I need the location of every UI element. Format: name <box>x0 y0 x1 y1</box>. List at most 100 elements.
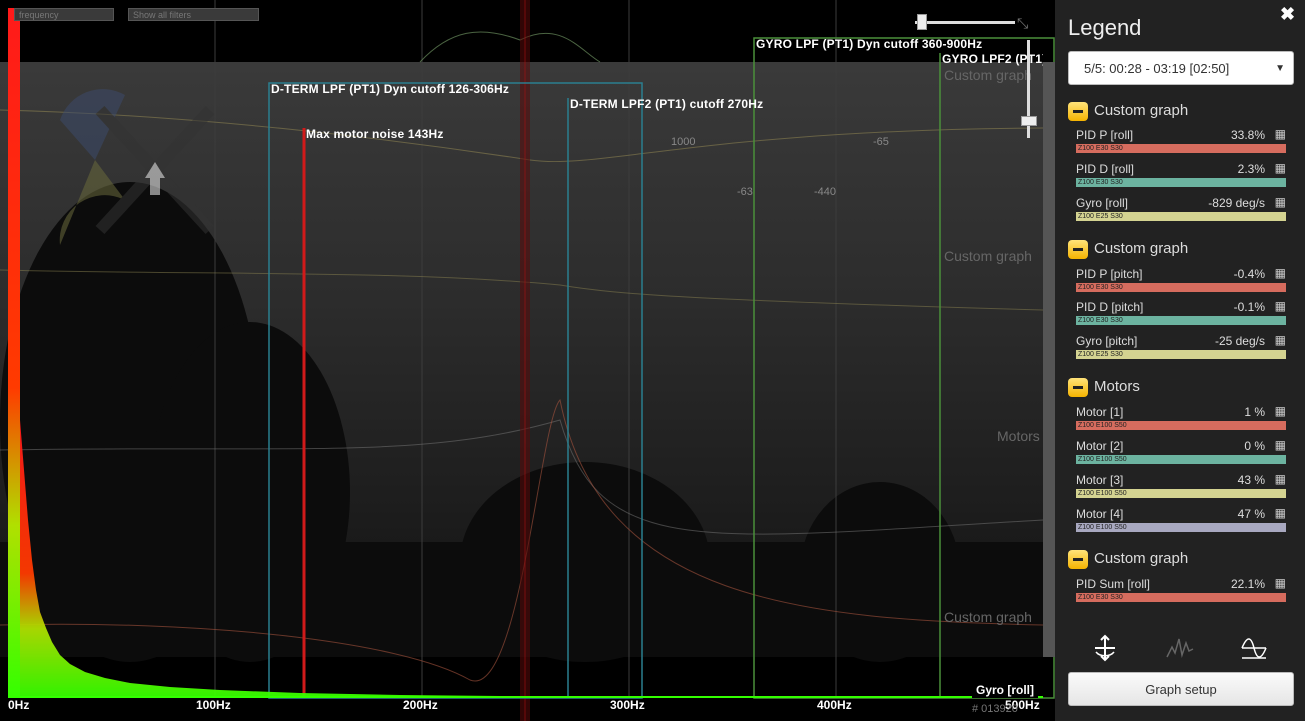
graph-label-motors: Motors <box>997 428 1040 444</box>
graph-label-custom-2: Custom graph <box>944 248 1032 264</box>
legend-field[interactable]: Motor [1] 1 % ▦ Z100 E100 S50 <box>1076 404 1286 435</box>
field-name: Gyro [roll] <box>1076 196 1129 210</box>
vertical-zoom-slider[interactable] <box>1021 40 1037 140</box>
motor-noise-label: Max motor noise 143Hz <box>306 127 444 141</box>
graph-scrollbar[interactable] <box>1043 62 1055 657</box>
field-name: PID D [roll] <box>1076 162 1135 176</box>
field-value: -0.4% <box>1233 267 1265 281</box>
field-scale-bar: Z100 E30 S30 <box>1076 144 1286 153</box>
field-name: Motor [3] <box>1076 473 1124 487</box>
legend-field[interactable]: Motor [3] 43 % ▦ Z100 E100 S50 <box>1076 472 1286 503</box>
analyse-icon[interactable]: ▦ <box>1274 127 1286 141</box>
analyser-toggle-icon[interactable] <box>1165 633 1195 663</box>
analyse-icon[interactable]: ▦ <box>1274 472 1286 486</box>
field-value: 43 % <box>1237 473 1265 487</box>
collapse-button[interactable] <box>1068 550 1088 569</box>
x-axis-label: 500Hz <box>1005 698 1040 712</box>
stick-tick-label: -440 <box>814 186 837 198</box>
legend-field[interactable]: PID D [roll] 2.3% ▦ Z100 E30 S30 <box>1076 161 1286 192</box>
field-scale-bar: Z100 E100 S50 <box>1076 455 1286 464</box>
x-axis-label: 400Hz <box>817 698 852 712</box>
field-name: Motor [4] <box>1076 507 1124 521</box>
zoom-slider[interactable] <box>915 14 1015 30</box>
x-axis-label: 300Hz <box>610 698 645 712</box>
x-axis-label: 0Hz <box>8 698 30 712</box>
graph-label-custom-3: Custom graph <box>944 609 1032 625</box>
legend-field[interactable]: Motor [4] 47 % ▦ Z100 E100 S50 <box>1076 506 1286 537</box>
field-value: 2.3% <box>1237 162 1265 176</box>
analyse-icon[interactable]: ▦ <box>1274 333 1286 347</box>
vertical-zoom-handle[interactable] <box>1021 116 1037 126</box>
zoom-slider-handle[interactable] <box>917 14 927 30</box>
legend-panel: Legend ✖ 5/5: 00:28 - 03:19 [02:50] ▼ Cu… <box>1055 0 1305 721</box>
graph-label-custom-1: Custom graph <box>944 67 1032 83</box>
analyse-icon[interactable]: ▦ <box>1274 438 1286 452</box>
collapse-button[interactable] <box>1068 240 1088 259</box>
field-value: 0 % <box>1244 439 1265 453</box>
field-value: -25 deg/s <box>1214 334 1265 348</box>
spectrum-field-label: Gyro [roll] <box>972 682 1039 698</box>
field-scale-bar: Z100 E30 S30 <box>1076 178 1286 187</box>
collapse-button[interactable] <box>1068 378 1088 397</box>
analyse-icon[interactable]: ▦ <box>1274 195 1286 209</box>
expand-icon[interactable]: ⤡ <box>1017 15 1029 31</box>
field-scale-bar: Z100 E100 S50 <box>1076 421 1286 430</box>
field-scale-bar: Z100 E30 S30 <box>1076 316 1286 325</box>
close-icon[interactable]: ✖ <box>1280 4 1296 24</box>
craft-widget <box>59 89 215 245</box>
log-select[interactable]: 5/5: 00:28 - 03:19 [02:50] ▼ <box>1068 51 1294 85</box>
time-readout: # 013920 <box>972 703 1018 715</box>
legend-field[interactable]: PID Sum [roll] 22.1% ▦ Z100 E30 S30 <box>1076 576 1286 607</box>
field-name: Motor [1] <box>1076 405 1124 419</box>
legend-field[interactable]: Gyro [pitch] -25 deg/s ▦ Z100 E25 S30 <box>1076 333 1286 364</box>
field-name: PID P [roll] <box>1076 128 1134 142</box>
chevron-down-icon: ▼ <box>1275 63 1285 74</box>
x-axis-label: 100Hz <box>196 698 231 712</box>
legend-title: Legend <box>1068 15 1142 40</box>
field-name: Motor [2] <box>1076 439 1124 453</box>
trace-motor <box>0 419 1044 535</box>
field-scale-bar: Z100 E25 S30 <box>1076 212 1286 221</box>
field-name: PID Sum [roll] <box>1076 577 1151 591</box>
trace-pitch <box>0 269 1044 311</box>
frequency-select[interactable]: frequency <box>14 8 114 21</box>
stick-tick-label: -63 <box>737 186 753 198</box>
view-toggle-bar <box>1055 633 1305 663</box>
analyse-icon[interactable]: ▦ <box>1274 266 1286 280</box>
graph-canvas[interactable]: frequency Show all filters D-TERM LPF (P… <box>0 0 1055 721</box>
field-value: 33.8% <box>1230 128 1265 142</box>
group-title: Custom graph <box>1094 240 1189 257</box>
graph-setup-button[interactable]: Graph setup <box>1068 672 1294 706</box>
analyse-icon[interactable]: ▦ <box>1274 161 1286 175</box>
sine-toggle-icon[interactable] <box>1239 633 1269 663</box>
gyro-lpf-label: GYRO LPF (PT1) Dyn cutoff 360-900Hz <box>756 37 983 51</box>
gyro-lpf2-label: GYRO LPF2 (PT1) <box>942 52 1043 66</box>
analyse-icon[interactable]: ▦ <box>1274 404 1286 418</box>
field-scale-bar: Z100 E25 S30 <box>1076 350 1286 359</box>
collapse-button[interactable] <box>1068 102 1088 121</box>
field-scale-bar: Z100 E30 S30 <box>1076 283 1286 292</box>
sticks-toggle-icon[interactable] <box>1090 633 1120 663</box>
field-name: PID D [pitch] <box>1076 300 1144 314</box>
log-select-value: 5/5: 00:28 - 03:19 [02:50] <box>1084 61 1230 76</box>
filters-select[interactable]: Show all filters <box>128 8 259 21</box>
legend-field[interactable]: Gyro [roll] -829 deg/s ▦ Z100 E25 S30 <box>1076 195 1286 226</box>
stick-tick-label: 1000 <box>671 136 696 148</box>
analyse-icon[interactable]: ▦ <box>1274 299 1286 313</box>
field-scale-bar: Z100 E100 S50 <box>1076 489 1286 498</box>
field-value: 47 % <box>1237 507 1265 521</box>
field-name: PID P [pitch] <box>1076 267 1143 281</box>
dterm-lpf2-label: D-TERM LPF2 (PT1) cutoff 270Hz <box>570 97 764 111</box>
legend-field[interactable]: PID D [pitch] -0.1% ▦ Z100 E30 S30 <box>1076 299 1286 330</box>
legend-field[interactable]: PID P [pitch] -0.4% ▦ Z100 E30 S30 <box>1076 266 1286 297</box>
legend-field[interactable]: Motor [2] 0 % ▦ Z100 E100 S50 <box>1076 438 1286 469</box>
analyse-icon[interactable]: ▦ <box>1274 506 1286 520</box>
group-title: Custom graph <box>1094 550 1189 567</box>
field-scale-bar: Z100 E100 S50 <box>1076 523 1286 532</box>
legend-field[interactable]: PID P [roll] 33.8% ▦ Z100 E30 S30 <box>1076 127 1286 158</box>
analyse-icon[interactable]: ▦ <box>1274 576 1286 590</box>
field-scale-bar: Z100 E30 S30 <box>1076 593 1286 602</box>
field-value: 1 % <box>1244 405 1265 419</box>
trace-top <box>419 31 601 63</box>
field-value: 22.1% <box>1230 577 1265 591</box>
